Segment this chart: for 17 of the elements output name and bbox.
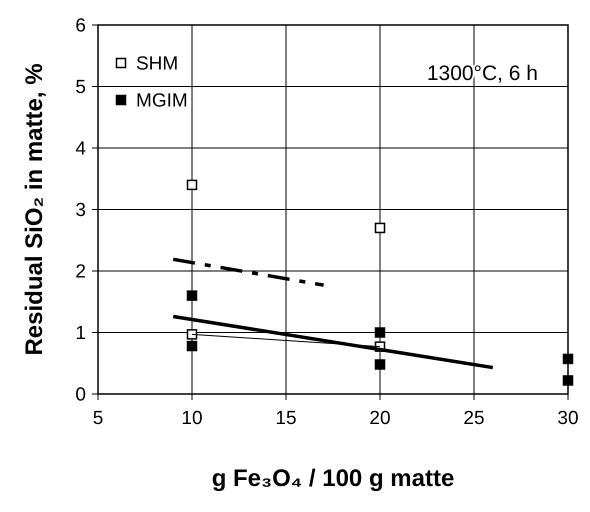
y-tick-label: 5: [75, 77, 86, 98]
x-tick-label: 25: [463, 408, 485, 429]
y-tick-label: 2: [75, 262, 86, 283]
x-tick-label: 10: [181, 408, 203, 429]
x-tick-label: 30: [557, 408, 579, 429]
legend-label: SHM: [136, 54, 178, 75]
y-tick-label: 1: [75, 323, 86, 344]
x-tick-label: 15: [275, 408, 297, 429]
y-tick-label: 4: [75, 138, 86, 160]
y-tick-label: 6: [75, 16, 86, 37]
y-axis-title: Residual SiO₂ in matte, %: [21, 63, 48, 356]
x-tick-label: 20: [369, 408, 391, 429]
y-tick-label: 0: [75, 384, 86, 406]
y-tick-label: 3: [75, 200, 86, 222]
legend-label: MGIM: [136, 90, 188, 112]
x-axis-title: g Fe₃O₄ / 100 g matte: [212, 465, 454, 492]
x-tick-label: 5: [92, 408, 104, 429]
